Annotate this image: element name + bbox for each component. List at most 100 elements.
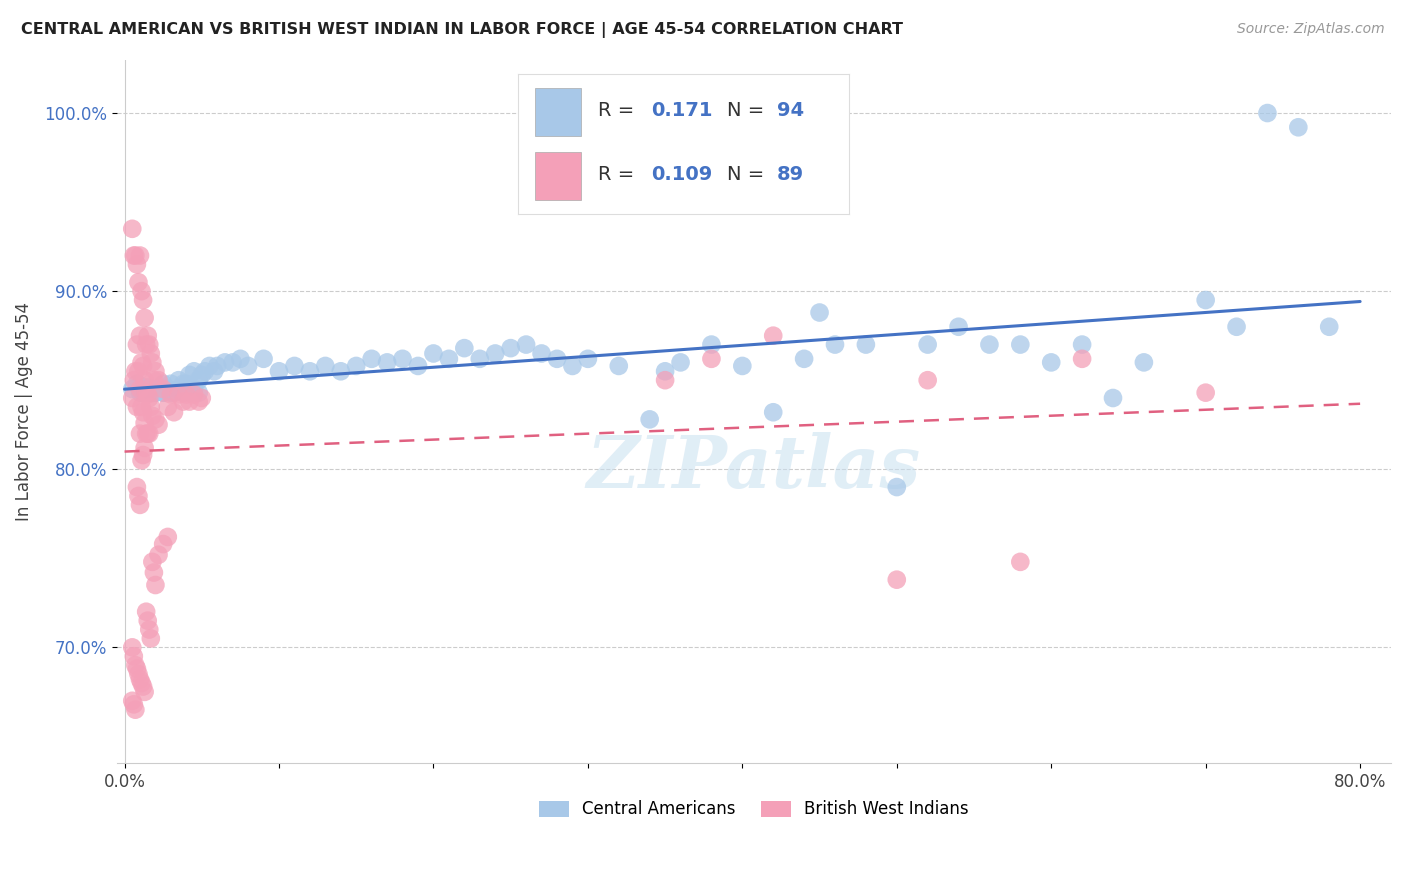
- Point: [183, 364, 205, 378]
- Point: [179, 394, 201, 409]
- Point: [499, 341, 522, 355]
- Point: [125, 376, 148, 391]
- Point: [141, 409, 163, 423]
- Point: [122, 649, 145, 664]
- Point: [187, 373, 209, 387]
- Point: [121, 222, 143, 236]
- Point: [131, 453, 153, 467]
- Point: [214, 355, 236, 369]
- Point: [134, 685, 156, 699]
- Point: [654, 373, 676, 387]
- Point: [125, 337, 148, 351]
- Point: [124, 658, 146, 673]
- Point: [148, 382, 170, 396]
- Point: [129, 382, 152, 396]
- Point: [125, 662, 148, 676]
- Point: [135, 426, 157, 441]
- Point: [138, 623, 160, 637]
- Point: [700, 337, 723, 351]
- Point: [131, 284, 153, 298]
- Point: [131, 400, 153, 414]
- Point: [546, 351, 568, 366]
- Point: [176, 387, 198, 401]
- Point: [142, 373, 165, 387]
- Point: [172, 394, 194, 409]
- Point: [329, 364, 352, 378]
- Point: [121, 382, 143, 396]
- Point: [156, 400, 179, 414]
- Point: [172, 385, 194, 400]
- Point: [886, 573, 908, 587]
- Point: [134, 416, 156, 430]
- Point: [344, 359, 367, 373]
- Point: [917, 373, 939, 387]
- Point: [176, 376, 198, 391]
- Point: [191, 368, 214, 382]
- Point: [252, 351, 274, 366]
- Point: [229, 351, 252, 366]
- Point: [122, 373, 145, 387]
- Text: Source: ZipAtlas.com: Source: ZipAtlas.com: [1237, 22, 1385, 37]
- Point: [160, 385, 183, 400]
- Point: [132, 405, 155, 419]
- Point: [135, 385, 157, 400]
- Point: [221, 355, 243, 369]
- Point: [129, 673, 152, 687]
- Text: ZIPatlas: ZIPatlas: [586, 432, 921, 503]
- Point: [191, 391, 214, 405]
- Point: [138, 391, 160, 405]
- Point: [793, 351, 815, 366]
- Point: [132, 385, 155, 400]
- Legend: Central Americans, British West Indians: Central Americans, British West Indians: [533, 794, 976, 825]
- Point: [762, 405, 785, 419]
- Point: [607, 359, 630, 373]
- Point: [156, 382, 179, 396]
- Point: [160, 376, 183, 391]
- Point: [135, 337, 157, 351]
- Point: [283, 359, 305, 373]
- Point: [391, 351, 413, 366]
- Point: [145, 412, 167, 426]
- Point: [127, 667, 149, 681]
- Point: [1071, 337, 1094, 351]
- Point: [125, 400, 148, 414]
- Point: [360, 351, 382, 366]
- Point: [152, 382, 174, 396]
- Point: [886, 480, 908, 494]
- Point: [145, 578, 167, 592]
- Point: [136, 614, 159, 628]
- Point: [132, 293, 155, 307]
- Y-axis label: In Labor Force | Age 45-54: In Labor Force | Age 45-54: [15, 301, 32, 521]
- Point: [129, 385, 152, 400]
- Point: [135, 605, 157, 619]
- Point: [453, 341, 475, 355]
- Point: [138, 337, 160, 351]
- Point: [298, 364, 321, 378]
- Point: [132, 680, 155, 694]
- Point: [669, 355, 692, 369]
- Point: [176, 382, 198, 396]
- Point: [484, 346, 506, 360]
- Point: [129, 498, 152, 512]
- Point: [183, 387, 205, 401]
- Point: [139, 400, 162, 414]
- Point: [561, 359, 583, 373]
- Point: [131, 355, 153, 369]
- Point: [183, 382, 205, 396]
- Point: [145, 385, 167, 400]
- Point: [139, 346, 162, 360]
- Point: [855, 337, 877, 351]
- Point: [129, 426, 152, 441]
- Point: [808, 305, 831, 319]
- Point: [139, 385, 162, 400]
- Text: CENTRAL AMERICAN VS BRITISH WEST INDIAN IN LABOR FORCE | AGE 45-54 CORRELATION C: CENTRAL AMERICAN VS BRITISH WEST INDIAN …: [21, 22, 903, 38]
- Point: [638, 412, 661, 426]
- Point: [127, 489, 149, 503]
- Point: [187, 394, 209, 409]
- Point: [179, 368, 201, 382]
- Point: [198, 359, 221, 373]
- Point: [979, 337, 1001, 351]
- Point: [205, 359, 228, 373]
- Point: [121, 694, 143, 708]
- Point: [127, 275, 149, 289]
